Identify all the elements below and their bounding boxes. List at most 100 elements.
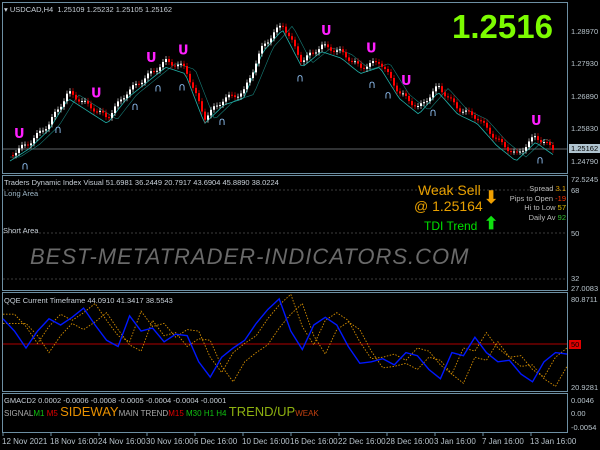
candle <box>258 53 260 64</box>
candle <box>525 147 527 151</box>
up-arrow-icon: ⬆ <box>484 214 499 233</box>
tdi-axis: 72.5245 <box>571 175 599 184</box>
candle <box>480 120 482 122</box>
candle <box>231 94 233 96</box>
time-label: 13 Jan 16:00 <box>530 437 577 446</box>
collapse-icon[interactable]: ▾ <box>4 5 8 14</box>
tdi-pane[interactable] <box>2 175 568 291</box>
time-label: 30 Nov 16:00 <box>146 437 194 446</box>
price-axis-label: 1.28970 <box>571 27 599 36</box>
qqe-slow-line <box>3 293 568 378</box>
candle <box>129 89 131 95</box>
candle <box>54 111 56 117</box>
tdi-axis: 50 <box>571 229 580 238</box>
candle <box>180 63 182 65</box>
buy-signal-icon: ∩ <box>154 82 162 95</box>
sell-price-label: @ 1.25164 <box>414 198 483 214</box>
qqe-trailing-line <box>3 302 568 388</box>
sell-signal-icon: U <box>366 41 377 56</box>
candle <box>51 116 53 125</box>
candle <box>303 60 305 62</box>
candle <box>132 85 134 90</box>
candle <box>294 39 296 47</box>
time-label: 10 Dec 16:00 <box>242 437 290 446</box>
buy-signal-icon: ∩ <box>218 115 226 128</box>
candle <box>435 86 437 92</box>
candle <box>510 151 512 153</box>
candle <box>357 61 359 64</box>
time-label: 18 Nov 16:00 <box>50 437 98 446</box>
candle <box>36 132 38 139</box>
candle <box>498 138 500 140</box>
candle <box>219 105 221 107</box>
candle <box>117 101 119 107</box>
buy-signal-icon: ∩ <box>131 100 139 113</box>
candle <box>315 52 317 54</box>
candle <box>387 69 389 72</box>
candle <box>318 49 320 53</box>
candle <box>39 130 41 133</box>
candle <box>489 127 491 134</box>
candle <box>243 89 245 94</box>
qqe-pane[interactable] <box>2 292 568 392</box>
candle <box>147 73 149 79</box>
candle <box>87 100 89 104</box>
candle <box>402 93 404 95</box>
time-label: 6 Dec 16:00 <box>194 437 238 446</box>
tdi-long-area: Long Area <box>4 189 39 198</box>
candle <box>255 63 257 73</box>
candle <box>96 111 98 113</box>
stat-row: Daily Av 92 <box>528 212 566 222</box>
candle <box>390 71 392 78</box>
candle <box>72 91 74 95</box>
qqe-axis: 80.8711 <box>571 295 598 304</box>
candle <box>15 152 17 156</box>
candle <box>363 67 365 69</box>
candle <box>549 141 551 146</box>
candle <box>222 101 224 106</box>
candle <box>264 43 266 46</box>
sell-signal-icon: U <box>146 51 157 66</box>
candle <box>516 151 518 153</box>
candle <box>321 44 323 50</box>
current-price-tag: 1.25162 <box>569 144 600 153</box>
candle <box>183 63 185 67</box>
candle <box>210 109 212 116</box>
candle <box>522 150 524 152</box>
candle <box>126 94 128 99</box>
candle <box>201 101 203 112</box>
candle <box>75 94 77 100</box>
candle <box>345 52 347 58</box>
candle <box>246 82 248 90</box>
candle <box>471 111 473 116</box>
candle <box>207 115 209 120</box>
macd-title: GMACD2 0.0002 -0.0006 -0.0008 -0.0005 -0… <box>4 396 227 405</box>
candle <box>267 42 269 44</box>
macd-status-line: SIGNALM1 M5 SIDEWAYMAIN TRENDM15 M30 H1 … <box>4 404 319 419</box>
candle <box>249 78 251 83</box>
candle <box>327 44 329 48</box>
candle <box>189 73 191 83</box>
buy-signal-icon: ∩ <box>536 153 544 166</box>
price-chart-pane[interactable] <box>2 2 568 174</box>
candle <box>513 151 515 153</box>
candle <box>291 36 293 40</box>
macd-pane[interactable] <box>2 393 568 433</box>
candle <box>543 141 545 143</box>
candle <box>339 49 341 51</box>
candle <box>405 93 407 96</box>
candle <box>279 25 281 28</box>
buy-signal-icon: ∩ <box>368 78 376 91</box>
time-label: 16 Dec 16:00 <box>290 437 338 446</box>
stats-panel: Spread 3.1 Pips to Open -19 Hi to Low 57… <box>502 184 566 222</box>
candle <box>465 110 467 112</box>
candle <box>531 137 533 142</box>
candle <box>354 61 356 63</box>
candle <box>384 66 386 70</box>
candle <box>66 93 68 102</box>
big-price: 1.2516 <box>452 8 553 45</box>
candle <box>486 122 488 128</box>
price-axis-label: 1.27930 <box>571 59 599 68</box>
tdi-trend-label: TDI Trend <box>424 219 478 233</box>
